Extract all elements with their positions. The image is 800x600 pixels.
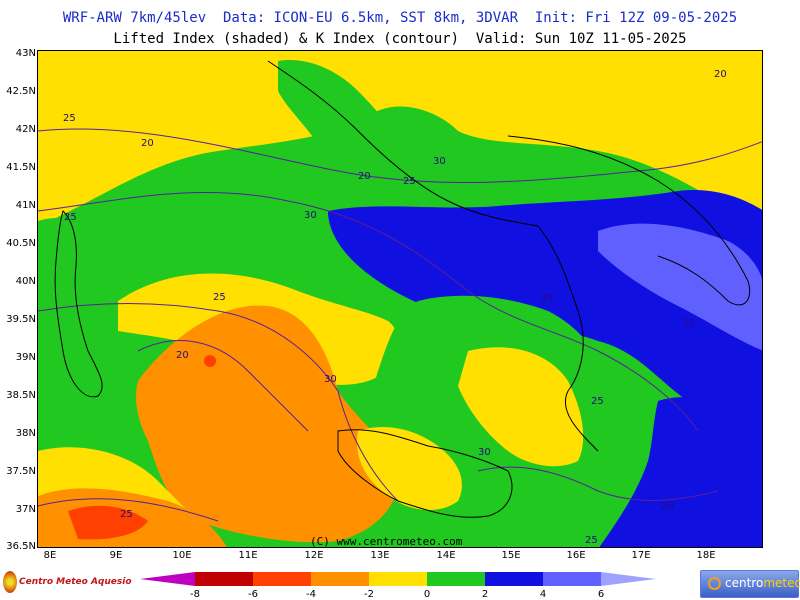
lat-label: 42.5N: [6, 86, 36, 97]
colorbar-arrow-right: [601, 572, 656, 586]
contour-label: 25: [64, 212, 77, 223]
logo-text: Centro Meteo Aquesio: [19, 577, 132, 587]
k-index-contour: [38, 191, 699, 432]
lifted-index-zone-blue: [599, 397, 762, 547]
contour-label: 25: [213, 292, 226, 303]
lat-label: 41.5N: [6, 162, 36, 173]
contour-label: 20: [714, 69, 727, 80]
contour-label: 30: [324, 374, 337, 385]
lat-label: 38N: [15, 428, 36, 439]
lat-label: 40N: [15, 276, 36, 287]
contour-label: 25: [403, 176, 416, 187]
lon-label: 9E: [109, 550, 123, 561]
coastline-sardinia: [54, 210, 103, 398]
coastline-italy-east: [507, 135, 751, 306]
lat-label: 40.5N: [6, 238, 36, 249]
lon-label: 16E: [566, 550, 586, 561]
contour-label: 25: [591, 396, 604, 407]
lon-label: 12E: [304, 550, 324, 561]
colorbar-label: -8: [190, 589, 200, 600]
colorbar-arrow-left: [140, 572, 195, 586]
colorbar-swatch: [311, 572, 369, 586]
lat-label: 43N: [15, 48, 36, 59]
contour-label-group: 20 20 20 20 20 25 25 25 25 25 25 30 30 3…: [63, 69, 727, 546]
contour-label: 30: [433, 156, 446, 167]
k-index-contour: [477, 466, 719, 501]
lifted-index-map: 20 20 20 20 20 25 25 25 25 25 25 30 30 3…: [37, 50, 763, 548]
k-index-contour: [38, 128, 762, 184]
k-index-contour: [38, 303, 399, 502]
lifted-index-zone-green: [278, 60, 424, 201]
colorbar-swatch: [485, 572, 543, 586]
k-index-contour: [137, 340, 309, 432]
logo-emblem-icon: [3, 571, 17, 593]
lon-label: 11E: [238, 550, 258, 561]
k-index-contour: [38, 498, 219, 522]
map-canvas: 20 20 20 20 20 25 25 25 25 25 25 30 30 3…: [38, 51, 762, 547]
lifted-index-zone-green: [38, 217, 112, 441]
colorbar-label: 6: [597, 589, 605, 600]
centro-meteo-aquesio-logo: Centro Meteo Aquesio: [0, 568, 132, 598]
lat-label: 39.5N: [6, 314, 36, 325]
colorbar-swatch: [253, 572, 311, 586]
lon-label: 8E: [43, 550, 57, 561]
lat-label: 41N: [15, 200, 36, 211]
logo-text-b: meteo: [763, 576, 800, 590]
contour-label: 20: [661, 501, 674, 512]
lifted-index-zone-yellow: [38, 51, 762, 191]
contour-label: 30: [478, 447, 491, 458]
centrometeo-logo: centrometeo: [700, 570, 800, 598]
lat-label: 37.5N: [6, 466, 36, 477]
lat-label: 36.5N: [6, 541, 36, 552]
lon-label: 14E: [436, 550, 456, 561]
lat-label: 37N: [15, 504, 36, 515]
lifted-index-zone-violet: [598, 223, 762, 351]
contour-label: 25: [63, 113, 76, 124]
colorbar-label: -2: [364, 589, 374, 600]
k-index-contours: [38, 128, 762, 522]
logo-globe-icon: [708, 577, 721, 590]
coastlines: [54, 60, 751, 518]
colorbar-swatch: [427, 572, 485, 586]
lifted-index-zone-orange: [136, 305, 399, 543]
logo-text: centrometeo: [725, 576, 800, 590]
logo-text-a: centro: [725, 576, 764, 590]
contour-label: 25: [585, 535, 598, 546]
colorbar-label: -4: [306, 589, 316, 600]
colorbar-label: 2: [481, 589, 489, 600]
lat-label: 39N: [15, 352, 36, 363]
contour-label: 20: [141, 138, 154, 149]
colorbar-label: -6: [248, 589, 258, 600]
lon-label: 13E: [370, 550, 390, 561]
lat-label: 42N: [15, 124, 36, 135]
coastline-sicily: [337, 429, 513, 518]
lifted-index-zone-red: [68, 505, 148, 540]
contour-label: 30: [304, 210, 317, 221]
map-title: WRF-ARW 7km/45lev Data: ICON-EU 6.5km, S…: [62, 10, 738, 26]
copyright-text: (C) www.centrometeo.com: [310, 535, 463, 548]
contour-label: 20: [176, 350, 189, 361]
contour-label: 20: [358, 171, 371, 182]
colorbar-swatch: [543, 572, 601, 586]
contour-label: 25: [120, 509, 133, 520]
lifted-index-zone-yellow: [458, 347, 584, 467]
lifted-index-zone-red: [204, 355, 216, 367]
lon-label: 17E: [631, 550, 651, 561]
lon-label: 10E: [172, 550, 192, 561]
lon-label: 18E: [696, 550, 716, 561]
map-subtitle: Lifted Index (shaded) & K Index (contour…: [113, 31, 687, 47]
lat-label: 38.5N: [6, 390, 36, 401]
lon-label: 15E: [501, 550, 521, 561]
coastline-italy-west: [267, 60, 599, 452]
colorbar-swatch: [195, 572, 253, 586]
colorbar-swatch: [369, 572, 427, 586]
contour-label: 30: [540, 293, 553, 304]
colorbar-label: 0: [423, 589, 431, 600]
colorbar-label: 4: [539, 589, 547, 600]
contour-label: 25: [683, 318, 696, 329]
